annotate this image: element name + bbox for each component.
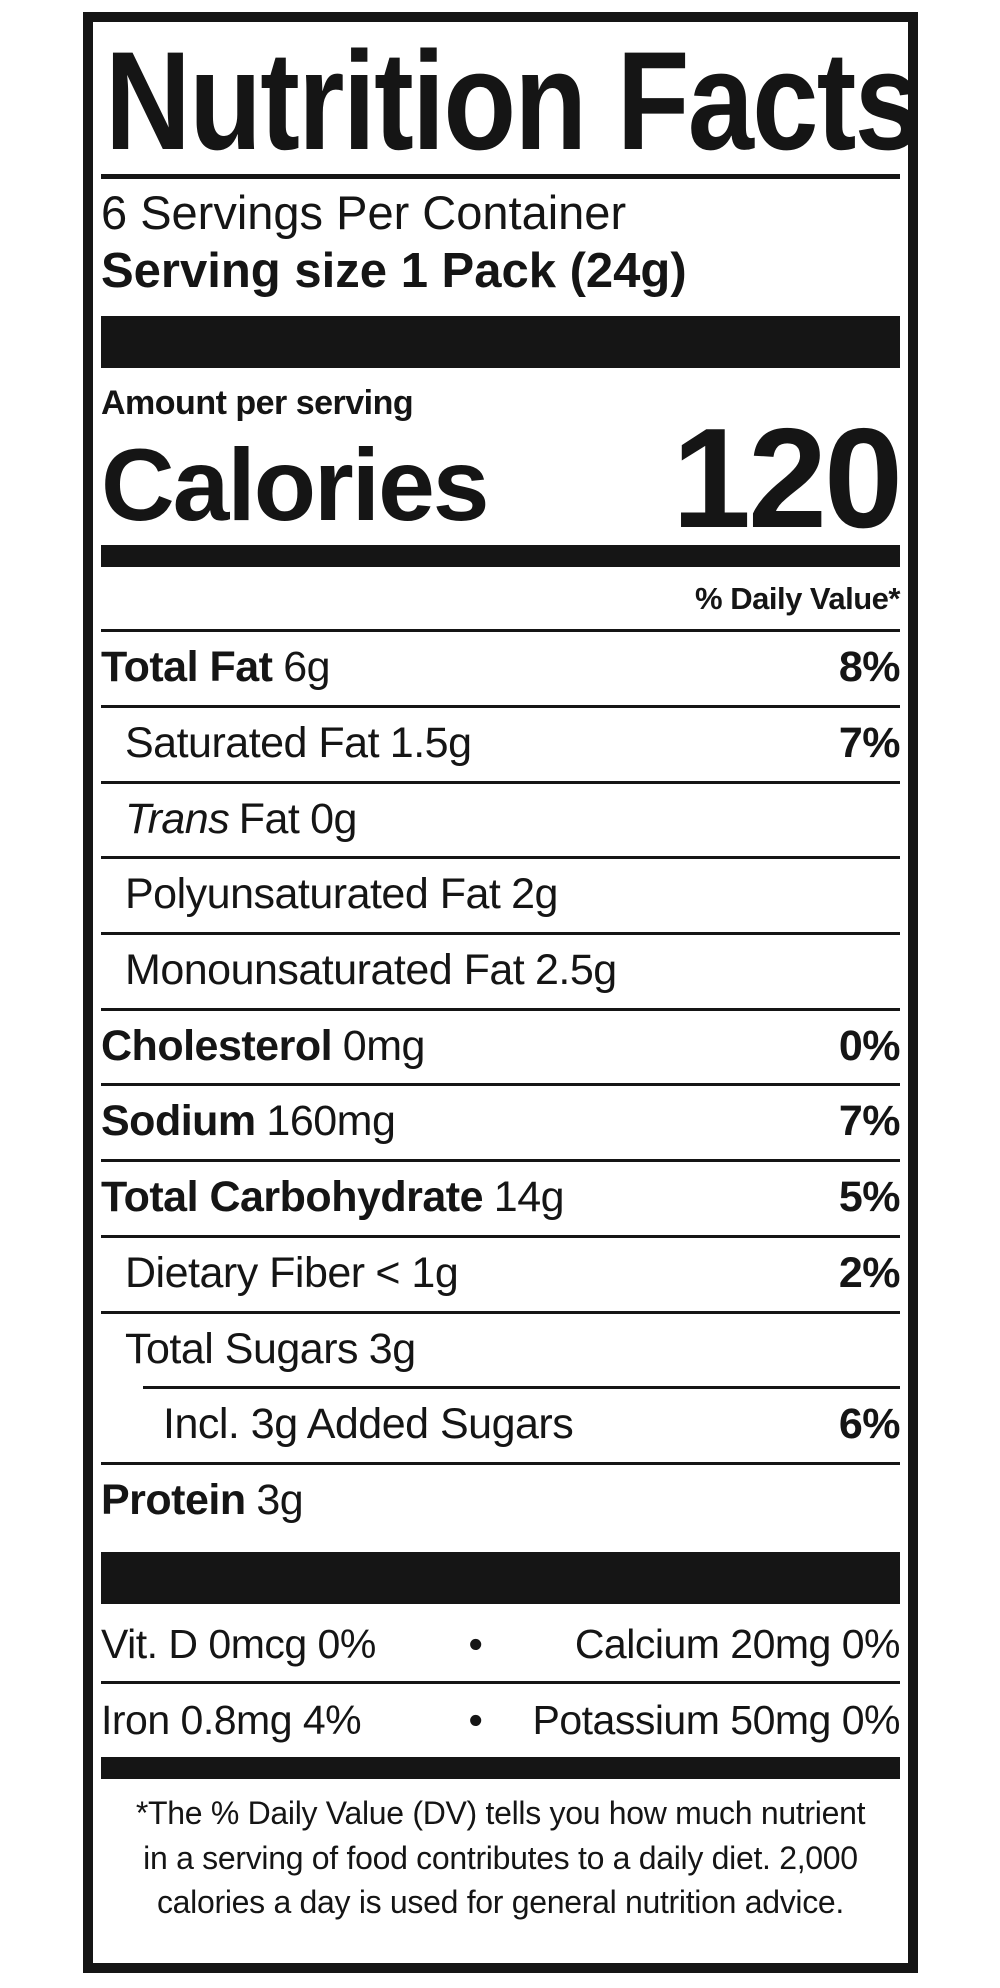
row-separator xyxy=(101,1159,900,1163)
nutrient-amount: 160mg xyxy=(266,1097,396,1146)
nutrient-name: Total Fat 6g xyxy=(101,643,331,692)
nutrient-amount: 1.5g xyxy=(389,718,472,767)
nutrient-row: Protein 3g xyxy=(101,1465,900,1538)
nutrient-daily-value: 5% xyxy=(838,1173,901,1222)
nutrient-row: Trans Fat 0g xyxy=(101,784,900,857)
nutrient-name: Trans Fat 0g xyxy=(125,794,357,843)
nutrient-name: Total Carbohydrate 14g xyxy=(101,1173,565,1222)
footnote-line: calories a day is used for general nutri… xyxy=(156,1884,844,1921)
row-separator xyxy=(101,1234,900,1238)
nutrient-amount: 2.5g xyxy=(535,945,617,994)
row-separator xyxy=(101,1310,900,1314)
nutrient-name-text: Saturated Fat xyxy=(125,718,380,767)
label-title: Nutrition Facts xyxy=(105,22,918,179)
nutrient-row: Monounsaturated Fat 2.5g xyxy=(101,935,900,1008)
nutrient-name: Dietary Fiber < 1g xyxy=(125,1248,459,1297)
nutrient-name-text: Dietary Fiber xyxy=(125,1248,365,1297)
micronutrient-row: Iron 0.8mg 4% • Potassium 50mg 0% xyxy=(101,1684,900,1757)
nutrient-name: Total Sugars 3g xyxy=(125,1324,416,1373)
nutrient-row: Total Sugars 3g xyxy=(101,1314,900,1387)
nutrient-amount: 2g xyxy=(511,870,558,919)
nutrient-name: Saturated Fat 1.5g xyxy=(125,718,472,767)
thick-separator-bar-bottom xyxy=(101,1551,900,1604)
medium-separator-bar-calories xyxy=(101,545,900,568)
nutrient-name: Protein 3g xyxy=(101,1475,304,1524)
nutrient-name-text: Total Fat xyxy=(101,643,273,692)
nutrient-row: Dietary Fiber < 1g 2% xyxy=(101,1238,901,1311)
micronutrient-right-value: Potassium 50mg 0% xyxy=(532,1696,900,1743)
bullet-icon: • xyxy=(468,1620,483,1667)
nutrient-amount: 3g xyxy=(368,1324,416,1373)
nutrient-daily-value: 6% xyxy=(838,1400,901,1449)
row-separator xyxy=(101,1680,900,1684)
nutrient-row: Incl. 3g Added Sugars 6% xyxy=(101,1389,901,1462)
row-separator xyxy=(101,704,900,708)
row-separator xyxy=(143,1386,900,1390)
serving-size-label: Serving size xyxy=(101,244,387,299)
nutrient-name: Polyunsaturated Fat 2g xyxy=(125,872,558,917)
calories-label: Calories xyxy=(101,428,490,543)
nutrient-daily-value: 2% xyxy=(838,1248,901,1297)
nutrient-table: Total Fat 6g 8% Saturated Fat 1.5g 7% Trans Fat… xyxy=(101,629,901,1538)
serving-size-value: 1 Pack (24g) xyxy=(400,244,687,299)
nutrient-name-text: Fat xyxy=(238,794,300,843)
nutrient-name-text: Total Sugars xyxy=(125,1324,359,1373)
thick-separator-bar-top xyxy=(101,316,900,369)
nutrient-name-italic: Trans xyxy=(125,794,230,843)
bullet-icon: • xyxy=(468,1696,483,1743)
nutrient-name-text: Total Carbohydrate xyxy=(101,1173,484,1222)
row-separator xyxy=(101,1007,900,1011)
calories-value: 120 xyxy=(672,399,903,559)
daily-value-header: % Daily Value* xyxy=(695,581,900,617)
nutrient-name-text: Cholesterol xyxy=(101,1021,333,1070)
nutrient-name-text: Incl. 3g Added Sugars xyxy=(163,1400,574,1449)
nutrient-row: Total Carbohydrate 14g 5% xyxy=(101,1162,901,1235)
micronutrient-left-value: Iron 0.8mg 4% xyxy=(101,1696,362,1743)
nutrient-name-text: Polyunsaturated Fat xyxy=(125,870,501,919)
nutrient-row: Saturated Fat 1.5g 7% xyxy=(101,708,901,781)
nutrient-row: Sodium 160mg 7% xyxy=(101,1086,901,1159)
nutrient-name-text: Sodium xyxy=(101,1097,256,1146)
micronutrient-left-value: Vit. D 0mcg 0% xyxy=(101,1620,376,1667)
micronutrient-table: Vit. D 0mcg 0% • Calcium 20mg 0% Iron 0.8mg… xyxy=(101,1608,901,1757)
row-separator xyxy=(101,1083,900,1087)
amount-per-serving-label: Amount per serving xyxy=(101,384,414,423)
row-separator xyxy=(101,780,900,784)
nutrient-amount: 3g xyxy=(256,1475,304,1524)
servings-per-container: 6 Servings Per Container xyxy=(101,186,627,240)
nutrient-row: Total Fat 6g 8% xyxy=(101,632,901,705)
serving-size-row: Serving size 1 Pack (24g) xyxy=(101,242,900,302)
row-separator xyxy=(101,931,900,935)
row-separator xyxy=(101,629,900,633)
footnote-line: *The % Daily Value (DV) tells you how mu… xyxy=(135,1794,866,1831)
daily-value-footnote: *The % Daily Value (DV) tells you how mu… xyxy=(101,1779,900,1939)
nutrient-amount: 6g xyxy=(283,643,331,692)
nutrient-row: Cholesterol 0mg 0% xyxy=(101,1011,901,1084)
row-separator xyxy=(101,1461,900,1465)
nutrient-daily-value: 7% xyxy=(838,718,901,767)
nutrient-name-text: Monounsaturated Fat xyxy=(125,945,525,994)
micronutrient-right-value: Calcium 20mg 0% xyxy=(574,1620,901,1667)
nutrient-name: Sodium 160mg xyxy=(101,1097,396,1146)
nutrient-name: Monounsaturated Fat 2.5g xyxy=(125,948,617,993)
nutrient-row: Polyunsaturated Fat 2g xyxy=(101,859,900,932)
nutrient-daily-value: 0% xyxy=(838,1021,901,1070)
nutrient-amount: 0mg xyxy=(342,1021,426,1070)
medium-separator-bar-footnote xyxy=(101,1756,900,1779)
nutrient-amount: 0g xyxy=(310,794,357,843)
nutrient-daily-value: 7% xyxy=(838,1097,901,1146)
title-rule xyxy=(101,174,900,180)
footnote-line: in a serving of food contributes to a da… xyxy=(143,1839,858,1876)
micronutrient-row: Vit. D 0mcg 0% • Calcium 20mg 0% xyxy=(101,1608,901,1681)
nutrient-name: Incl. 3g Added Sugars xyxy=(163,1400,574,1449)
nutrient-amount: < 1g xyxy=(375,1248,459,1297)
calories-row: Calories 120 xyxy=(101,399,903,559)
nutrient-name-text: Protein xyxy=(101,1475,246,1524)
nutrition-facts-label: Nutrition Facts 6 Servings Per Container… xyxy=(83,12,918,1973)
nutrient-amount: 14g xyxy=(493,1173,565,1222)
row-separator xyxy=(101,856,900,860)
nutrient-name: Cholesterol 0mg xyxy=(101,1021,426,1070)
nutrient-daily-value: 8% xyxy=(838,643,901,692)
